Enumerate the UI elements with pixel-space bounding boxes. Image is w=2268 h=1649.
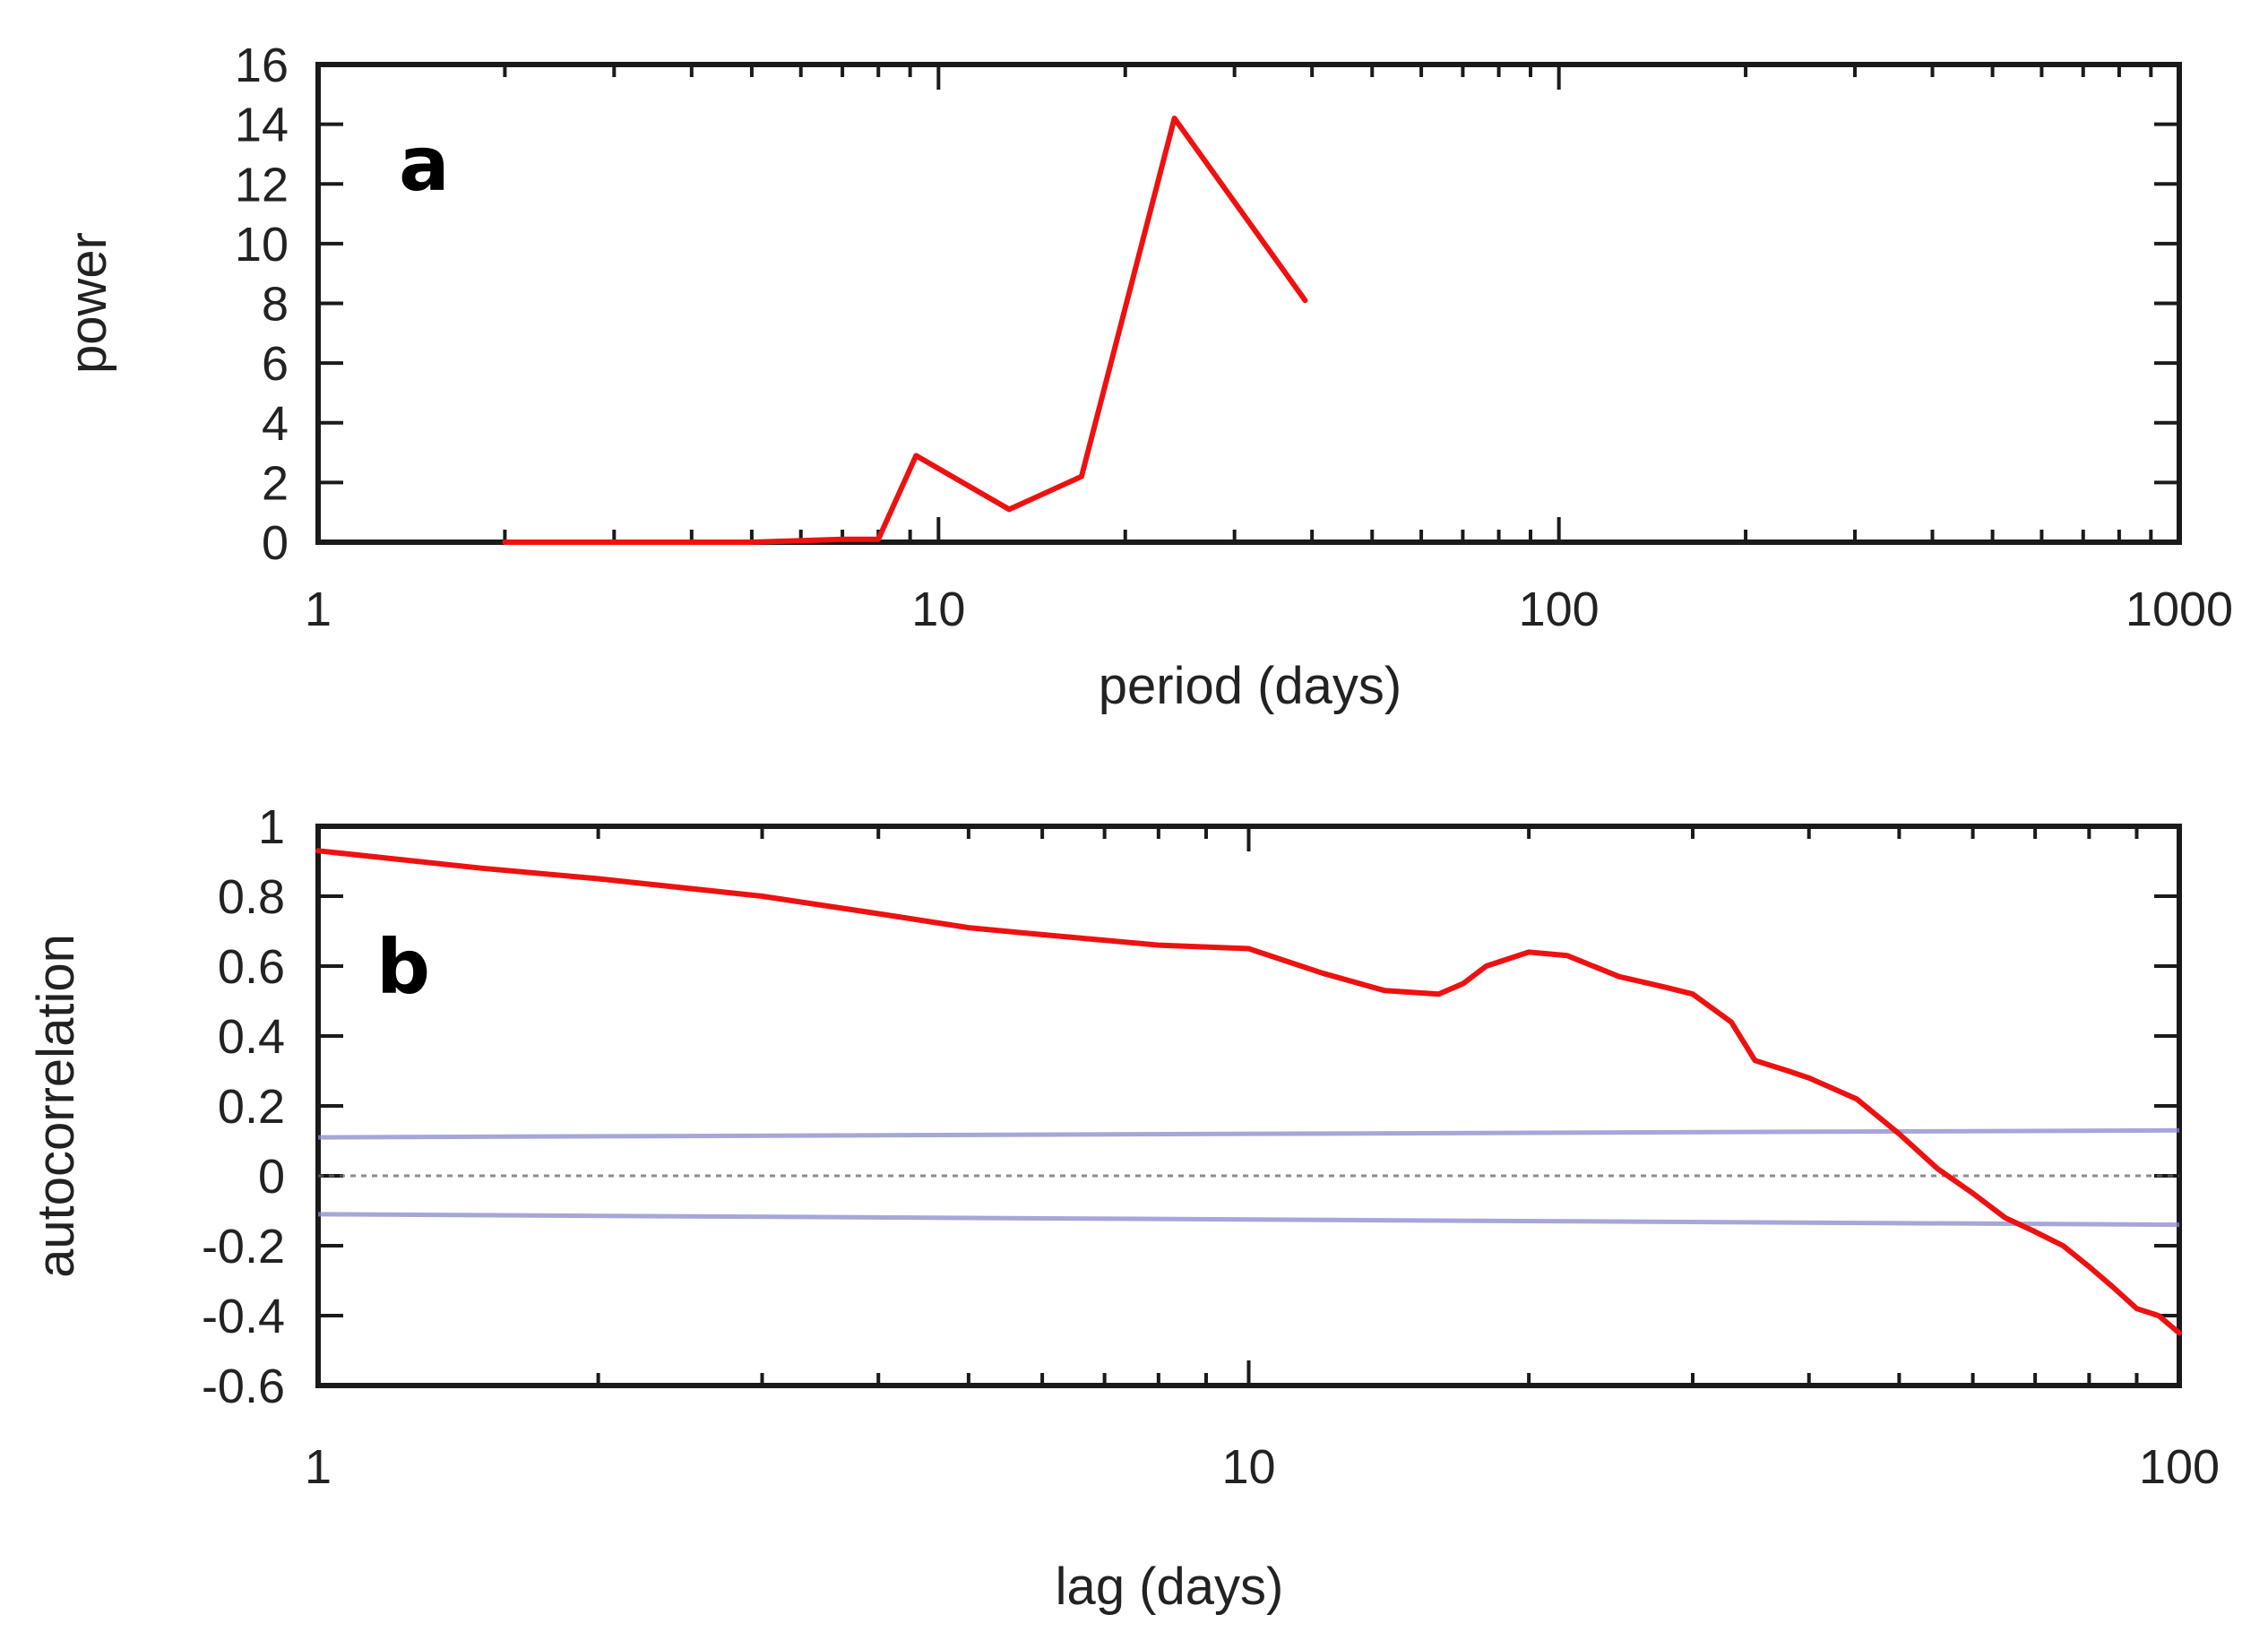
panel-b-y-tick-label: 0.2 — [218, 1080, 285, 1134]
panel-b-panel-letter: b — [376, 923, 430, 1011]
panel-a-x-axis-title: period (days) — [1099, 657, 1401, 715]
panel-b-y-axis-title: autocorrelation — [27, 934, 85, 1278]
panel-a-y-tick-label: 10 — [235, 218, 289, 272]
panel-b-x-axis-title: lag (days) — [1056, 1558, 1284, 1616]
panel-a-plot-frame — [315, 62, 2182, 545]
panel-a-y-axis-title: power — [59, 232, 117, 374]
panel-b-x-minor-ticks — [596, 826, 2139, 1386]
panel-a-y-tick-label: 4 — [262, 397, 289, 451]
panel-b-x-tick-label: 10 — [1221, 1440, 1275, 1494]
panel-a-x-tick-label: 10 — [911, 583, 965, 636]
panel-b-y-tick-label: -0.2 — [202, 1220, 285, 1273]
panel-a-x-tick-label: 1000 — [2126, 583, 2233, 636]
panel-b: 1 10 100 -0.6 -0.4 -0.2 0 0.2 0.4 0.6 0.8 1 b lag (da… — [27, 800, 2220, 1616]
panel-b-y-tick-label: 0.4 — [218, 1010, 285, 1064]
panel-a-y-tick-label: 2 — [262, 456, 289, 510]
panel-a-x-tick-label: 1 — [305, 583, 332, 636]
panel-a-y-tick-label: 6 — [262, 337, 289, 391]
panel-b-significance-line — [317, 1127, 2180, 1140]
panel-a-y-tick-label: 8 — [262, 278, 289, 332]
panel-b-series-line — [315, 848, 2182, 1336]
panel-b-y-tick-label: 0.8 — [218, 870, 285, 924]
panel-a-x-minor-ticks — [503, 65, 2153, 542]
panel-a: 1 10 100 1000 0 24 68 10 12 14 16 a period (days) pow… — [59, 39, 2233, 715]
panel-b-x-tick-label: 100 — [2139, 1440, 2220, 1494]
panel-a-y-tick-label: 0 — [262, 516, 289, 570]
panel-a-y-tick-label: 16 — [235, 39, 289, 92]
panel-b-plot-frame — [315, 824, 2182, 1388]
panel-b-y-tick-label: 0 — [258, 1150, 285, 1204]
panel-b-y-tick-label: -0.6 — [202, 1360, 285, 1413]
panel-a-x-tick-label: 100 — [1519, 583, 1600, 636]
panel-b-significance-line — [317, 1212, 2180, 1228]
panel-b-y-tick-label: -0.4 — [202, 1290, 285, 1343]
panel-a-y-tick-label: 12 — [235, 158, 289, 212]
panel-b-y-tick-label: 1 — [258, 800, 285, 854]
panel-a-panel-letter: a — [399, 120, 450, 208]
panel-b-y-tick-label: 0.6 — [218, 940, 285, 994]
panel-a-y-tick-label: 14 — [235, 99, 289, 152]
panel-a-series-line — [502, 116, 1308, 545]
panel-b-x-tick-label: 1 — [305, 1440, 332, 1494]
